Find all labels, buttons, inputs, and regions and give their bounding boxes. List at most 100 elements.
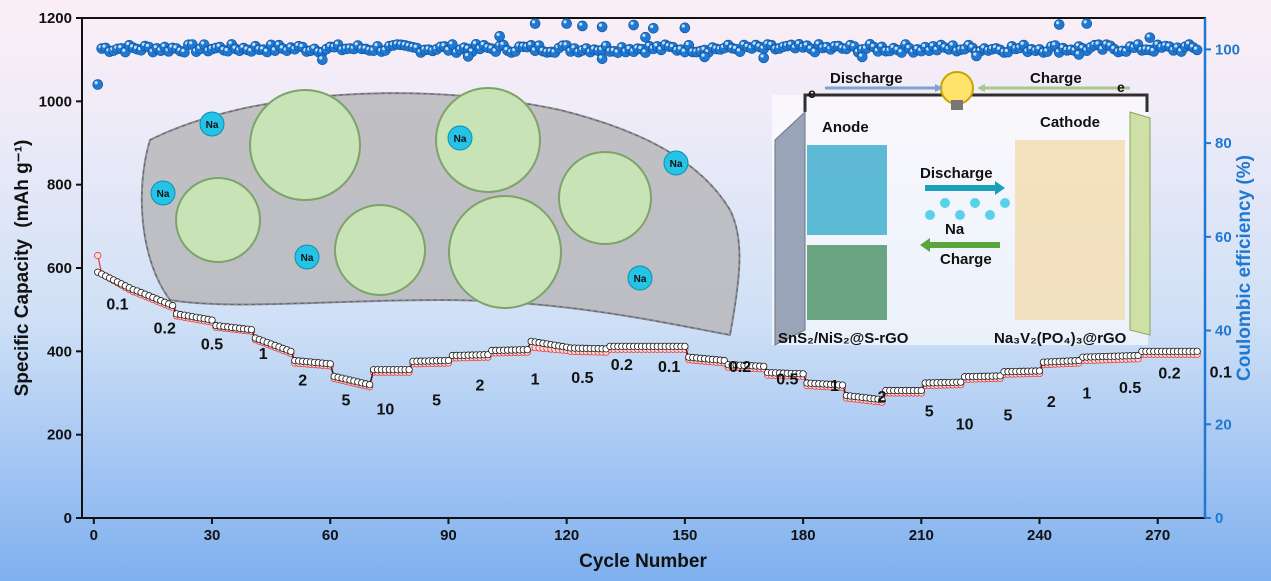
efficiency-point-highlight (464, 53, 469, 57)
sodium-ion (294, 244, 320, 270)
efficiency-point-highlight (504, 47, 508, 51)
efficiency-point-highlight (602, 42, 607, 46)
active-material-sphere (435, 87, 541, 193)
lightbulb-icon (940, 71, 974, 105)
x-axis-title: Cycle Number (579, 551, 707, 572)
efficiency-point-highlight (464, 45, 469, 49)
efficiency-point-highlight (161, 43, 165, 47)
efficiency-point-highlight (122, 48, 126, 52)
x-tick-label: 240 (1027, 527, 1052, 544)
x-tick-label: 180 (791, 527, 816, 544)
y-left-tick-label: 600 (47, 260, 72, 277)
charge-point (799, 370, 807, 378)
rate-label: 1 (259, 346, 268, 363)
efficiency-point-highlight (981, 45, 985, 49)
efficiency-point-highlight (992, 44, 997, 49)
x-tick-label: 270 (1145, 527, 1170, 544)
efficiency-point-highlight (996, 46, 1001, 50)
rate-label: 5 (1004, 408, 1013, 425)
charge-point (681, 342, 689, 350)
efficiency-point-highlight (1075, 43, 1079, 47)
efficiency-point (1191, 44, 1203, 56)
electron-label-left: e (808, 85, 816, 101)
efficiency-point-highlight (638, 45, 642, 49)
charge-point (917, 386, 925, 395)
efficiency-point-highlight (650, 24, 654, 29)
efficiency-point (1053, 19, 1065, 30)
charge-point (1193, 347, 1201, 355)
rate-label: 1 (531, 372, 540, 389)
charge-point (760, 362, 768, 370)
efficiency-point-highlight (646, 42, 650, 47)
efficiency-point (699, 51, 710, 63)
electrolyte-ion (925, 210, 935, 220)
efficiency-point (648, 23, 659, 34)
rate-label: 0.2 (154, 320, 176, 337)
efficiency-point-highlight (630, 21, 634, 25)
efficiency-point-highlight (563, 42, 567, 46)
efficiency-point-highlight (374, 43, 378, 47)
efficiency-point-highlight (677, 46, 681, 50)
charge-point (287, 347, 295, 355)
efficiency-point-highlight (449, 41, 453, 45)
efficiency-point-highlight (583, 45, 587, 49)
efficiency-point-highlight (669, 43, 674, 48)
efficiency-point-highlight (173, 45, 177, 49)
y-left-tick-label: 800 (47, 177, 72, 194)
efficiency-point-highlight (732, 45, 737, 49)
efficiency-point-highlight (756, 43, 760, 47)
x-tick-label: 60 (322, 527, 339, 544)
efficiency-point-highlight (271, 47, 276, 51)
efficiency-point-highlight (949, 42, 953, 46)
efficiency-point-highlight (973, 52, 977, 56)
efficiency-point-highlight (441, 43, 445, 47)
cathode-material-label: Na₃V₂(PO₄)₃@rGO (994, 330, 1127, 347)
efficiency-point-highlight (614, 49, 618, 53)
efficiency-point-highlight (200, 41, 205, 45)
anode-material-label: SnS₂/NiS₂@S-rGO (778, 330, 909, 347)
efficiency-point-highlight (870, 43, 875, 47)
y-left-tick-label: 200 (47, 427, 72, 444)
electrolyte-ion (940, 198, 950, 208)
rate-label: 5 (342, 393, 351, 410)
efficiency-point-highlight (362, 45, 366, 49)
efficiency-point-highlight (267, 41, 272, 45)
efficiency-point-highlight (969, 44, 973, 48)
active-material-sphere (448, 195, 562, 309)
rate-label: 0.5 (201, 336, 223, 353)
efficiency-point-highlight (287, 44, 291, 48)
y-left-tick-label: 1000 (39, 93, 72, 110)
coulombic-efficiency-series (92, 18, 1203, 90)
efficiency-point-highlight (941, 44, 945, 48)
efficiency-point-highlight (528, 41, 532, 46)
efficiency-point-highlight (311, 45, 315, 49)
efficiency-point (462, 51, 474, 62)
x-tick-label: 120 (554, 527, 579, 544)
efficiency-point-highlight (500, 41, 504, 45)
efficiency-point-highlight (1166, 43, 1170, 47)
charge-point (208, 316, 216, 324)
efficiency-point-highlight (725, 41, 729, 45)
efficiency-point-highlight (788, 41, 792, 45)
efficiency-point (529, 18, 541, 29)
efficiency-point-highlight (118, 45, 122, 49)
efficiency-point-highlight (571, 45, 575, 49)
efficiency-point-highlight (263, 48, 268, 52)
efficiency-point-highlight (965, 41, 969, 45)
electron-label-right: e (1117, 79, 1125, 95)
active-material-sphere (249, 89, 361, 201)
efficiency-point-highlight (531, 20, 536, 24)
electrolyte-ion (970, 198, 980, 208)
discharge-arrow-label: Discharge (920, 165, 993, 182)
efficiency-point-highlight (1079, 45, 1083, 49)
sodium-ion (663, 150, 689, 176)
y-right-tick-label: 20 (1215, 416, 1232, 433)
rate-label: 2 (1047, 394, 1056, 411)
efficiency-point-highlight (1083, 20, 1087, 24)
y-right-tick-label: 40 (1215, 323, 1232, 340)
electrolyte-ion (985, 210, 995, 220)
efficiency-point-highlight (681, 48, 685, 52)
efficiency-point-highlight (1174, 44, 1178, 48)
efficiency-point (317, 54, 328, 66)
efficiency-point (494, 30, 505, 42)
